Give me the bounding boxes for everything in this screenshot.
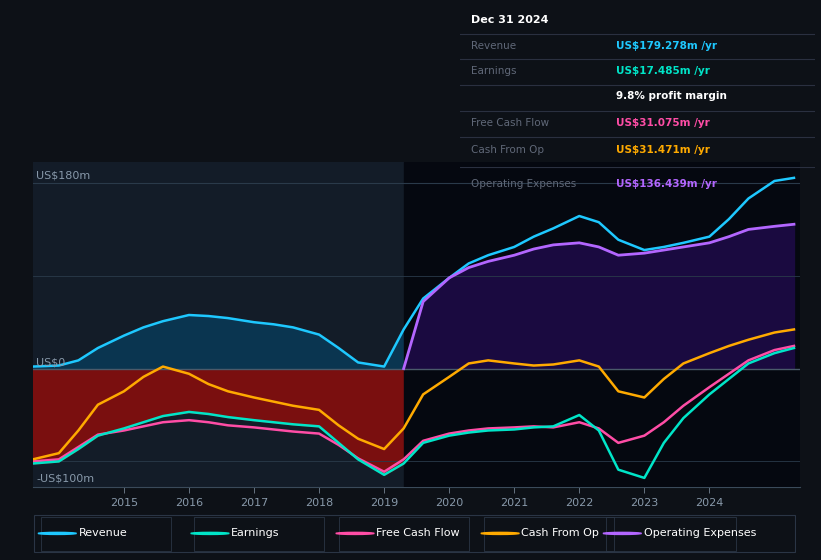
- Text: US$179.278m /yr: US$179.278m /yr: [617, 41, 718, 52]
- Text: US$17.485m /yr: US$17.485m /yr: [617, 66, 710, 76]
- Text: 9.8% profit margin: 9.8% profit margin: [617, 91, 727, 101]
- Text: Operating Expenses: Operating Expenses: [470, 179, 576, 189]
- Text: Free Cash Flow: Free Cash Flow: [377, 529, 460, 538]
- Text: Dec 31 2024: Dec 31 2024: [470, 15, 548, 25]
- Text: -US$100m: -US$100m: [36, 474, 94, 484]
- Text: Earnings: Earnings: [232, 529, 280, 538]
- Circle shape: [191, 533, 229, 534]
- Text: Operating Expenses: Operating Expenses: [644, 529, 756, 538]
- Text: US$180m: US$180m: [36, 171, 90, 181]
- Text: US$0: US$0: [36, 358, 66, 367]
- Circle shape: [603, 533, 641, 534]
- Text: Cash From Op: Cash From Op: [521, 529, 599, 538]
- Text: Free Cash Flow: Free Cash Flow: [470, 118, 548, 128]
- Text: Earnings: Earnings: [470, 66, 516, 76]
- Text: US$31.471m /yr: US$31.471m /yr: [617, 145, 710, 155]
- Circle shape: [39, 533, 76, 534]
- Text: US$136.439m /yr: US$136.439m /yr: [617, 179, 717, 189]
- Text: Revenue: Revenue: [79, 529, 127, 538]
- Text: US$31.075m /yr: US$31.075m /yr: [617, 118, 710, 128]
- Text: Cash From Op: Cash From Op: [470, 145, 544, 155]
- Circle shape: [481, 533, 519, 534]
- Circle shape: [336, 533, 374, 534]
- Bar: [404, 162, 800, 487]
- Text: Revenue: Revenue: [470, 41, 516, 52]
